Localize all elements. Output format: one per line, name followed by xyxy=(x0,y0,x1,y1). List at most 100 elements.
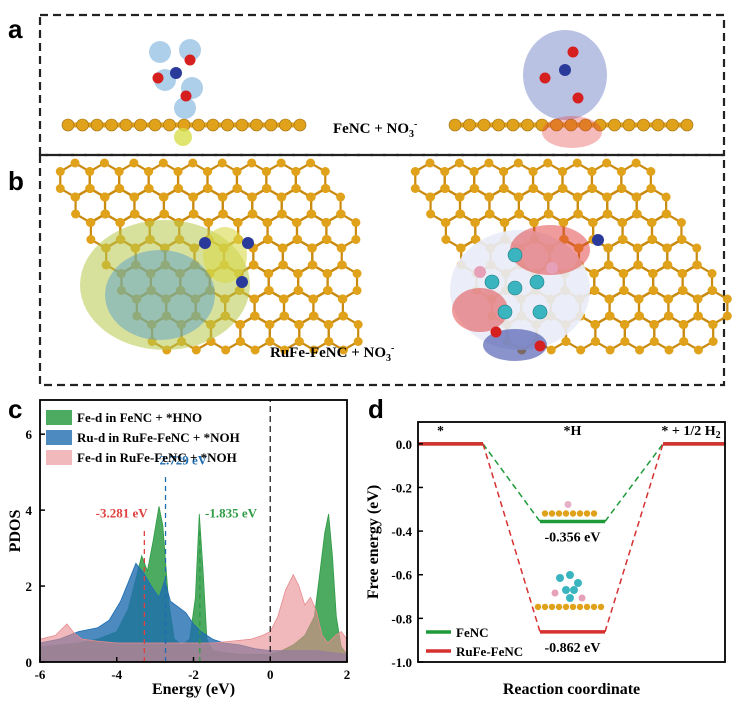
carbon-atom xyxy=(309,345,319,355)
carbon-atom xyxy=(323,286,333,295)
carbon-atom xyxy=(144,167,154,176)
peak-label: -2.729 eV xyxy=(155,453,208,468)
carbon-atom xyxy=(679,320,689,329)
carbon-atom xyxy=(173,167,183,176)
carbon-atom xyxy=(546,345,556,355)
carbon-atom xyxy=(441,235,451,244)
carbon-atom xyxy=(664,345,674,355)
carbon-atom xyxy=(233,218,243,227)
carbon-atom xyxy=(263,235,273,244)
carbon-atom xyxy=(583,510,591,517)
carbon-atom xyxy=(188,192,198,202)
panel-a-structures xyxy=(61,30,694,148)
carbon-atom xyxy=(324,337,334,346)
panel-a-frame xyxy=(38,13,726,157)
oxygen-atom xyxy=(490,326,502,338)
carbon-atom xyxy=(514,209,524,219)
carbon-atom xyxy=(469,167,479,176)
panel-d-letter: d xyxy=(368,394,384,424)
carbon-atom xyxy=(499,167,509,176)
carbon-atom xyxy=(306,192,316,202)
oxygen-atom xyxy=(567,46,579,58)
carbon-atom xyxy=(306,158,316,168)
carbon-atom xyxy=(235,337,245,346)
panel-b-letter: b xyxy=(8,166,24,196)
state-label-subscript: 2 xyxy=(716,430,721,441)
carbon-atom xyxy=(353,337,363,346)
carbon-atom xyxy=(71,209,81,219)
ruthenium-atom xyxy=(529,274,545,290)
nitrogen-atom xyxy=(236,276,248,288)
carbon-atom xyxy=(590,320,600,329)
carbon-atom xyxy=(163,118,176,132)
carbon-atom xyxy=(463,118,476,132)
carbon-atom xyxy=(189,209,199,219)
carbon-atom xyxy=(119,118,133,132)
carbon-atom xyxy=(471,235,481,244)
carbon-atom xyxy=(632,209,642,219)
ruthenium-atom xyxy=(507,247,523,263)
carbon-atom xyxy=(544,209,554,219)
isosurface-yellow xyxy=(203,227,247,283)
carbon-atom xyxy=(605,294,615,304)
y-axis-label: PDOS xyxy=(7,510,24,553)
charge-lobe xyxy=(149,41,171,63)
carbon-atom xyxy=(55,184,65,193)
carbon-atom xyxy=(637,118,650,132)
ruthenium-atom xyxy=(497,304,513,320)
legend-label: Fe-d in FeNC + *HNO xyxy=(77,410,202,425)
carbon-atom xyxy=(651,118,665,132)
carbon-atom xyxy=(410,184,420,193)
carbon-atom xyxy=(353,320,363,329)
state-label: * + 1/2 H2 xyxy=(661,424,720,441)
carbon-atom xyxy=(250,294,260,304)
carbon-atom xyxy=(105,118,118,132)
carbon-atom xyxy=(590,286,600,295)
y-axis-label: Free energy (eV) xyxy=(365,485,382,599)
carbon-atom xyxy=(100,192,110,202)
carbon-atom xyxy=(264,286,274,295)
oxygen-atom xyxy=(180,90,192,102)
carbon-atom xyxy=(648,235,658,244)
carbon-atom xyxy=(277,192,287,202)
carbon-atom xyxy=(261,167,271,176)
carbon-atom xyxy=(338,345,348,355)
y-tick-label: 6 xyxy=(26,427,33,442)
carbon-atom xyxy=(352,286,362,295)
isosurface-blue xyxy=(105,250,215,340)
y-tick-label: -0.6 xyxy=(391,568,412,583)
pdos-chart: -3.281 eV -2.729 eV -1.835 eV -6 -4 -2 0 2 0 2 4 6 E… xyxy=(7,399,350,698)
carbon-atom xyxy=(597,603,605,611)
carbon-atom xyxy=(576,510,584,517)
energy-value-label: -0.356 eV xyxy=(545,530,601,545)
carbon-atom xyxy=(616,167,626,176)
carbon-atom xyxy=(99,158,109,168)
carbon-atom xyxy=(602,192,612,202)
x-axis-label: Energy (eV) xyxy=(152,681,235,698)
carbon-atom xyxy=(562,510,570,517)
carbon-atom xyxy=(649,337,659,346)
carbon-atom xyxy=(265,337,275,346)
carbon-atom xyxy=(410,167,420,176)
panel-b-label: RuFe-FeNC + NO3- xyxy=(270,343,394,364)
x-tick-label: 0 xyxy=(267,667,274,682)
charge-cloud-blue xyxy=(483,329,547,361)
carbon-atom xyxy=(441,218,451,227)
y-tick-label: -0.8 xyxy=(391,611,412,626)
ruthenium-atom xyxy=(566,571,574,579)
carbon-atom xyxy=(676,218,686,227)
carbon-atom xyxy=(279,294,289,304)
carbon-atom xyxy=(448,118,462,132)
carbon-atom xyxy=(692,260,702,270)
carbon-atom xyxy=(618,218,628,227)
carbon-atom xyxy=(617,184,627,193)
state-label: * xyxy=(437,424,444,439)
carbon-atom xyxy=(294,337,304,346)
carbon-atom xyxy=(217,158,227,168)
carbon-atom xyxy=(590,337,600,346)
energy-connector xyxy=(482,443,541,522)
carbon-atom xyxy=(247,158,257,168)
carbon-atom xyxy=(541,510,549,517)
carbon-atom xyxy=(589,269,599,278)
carbon-atom xyxy=(633,260,643,270)
